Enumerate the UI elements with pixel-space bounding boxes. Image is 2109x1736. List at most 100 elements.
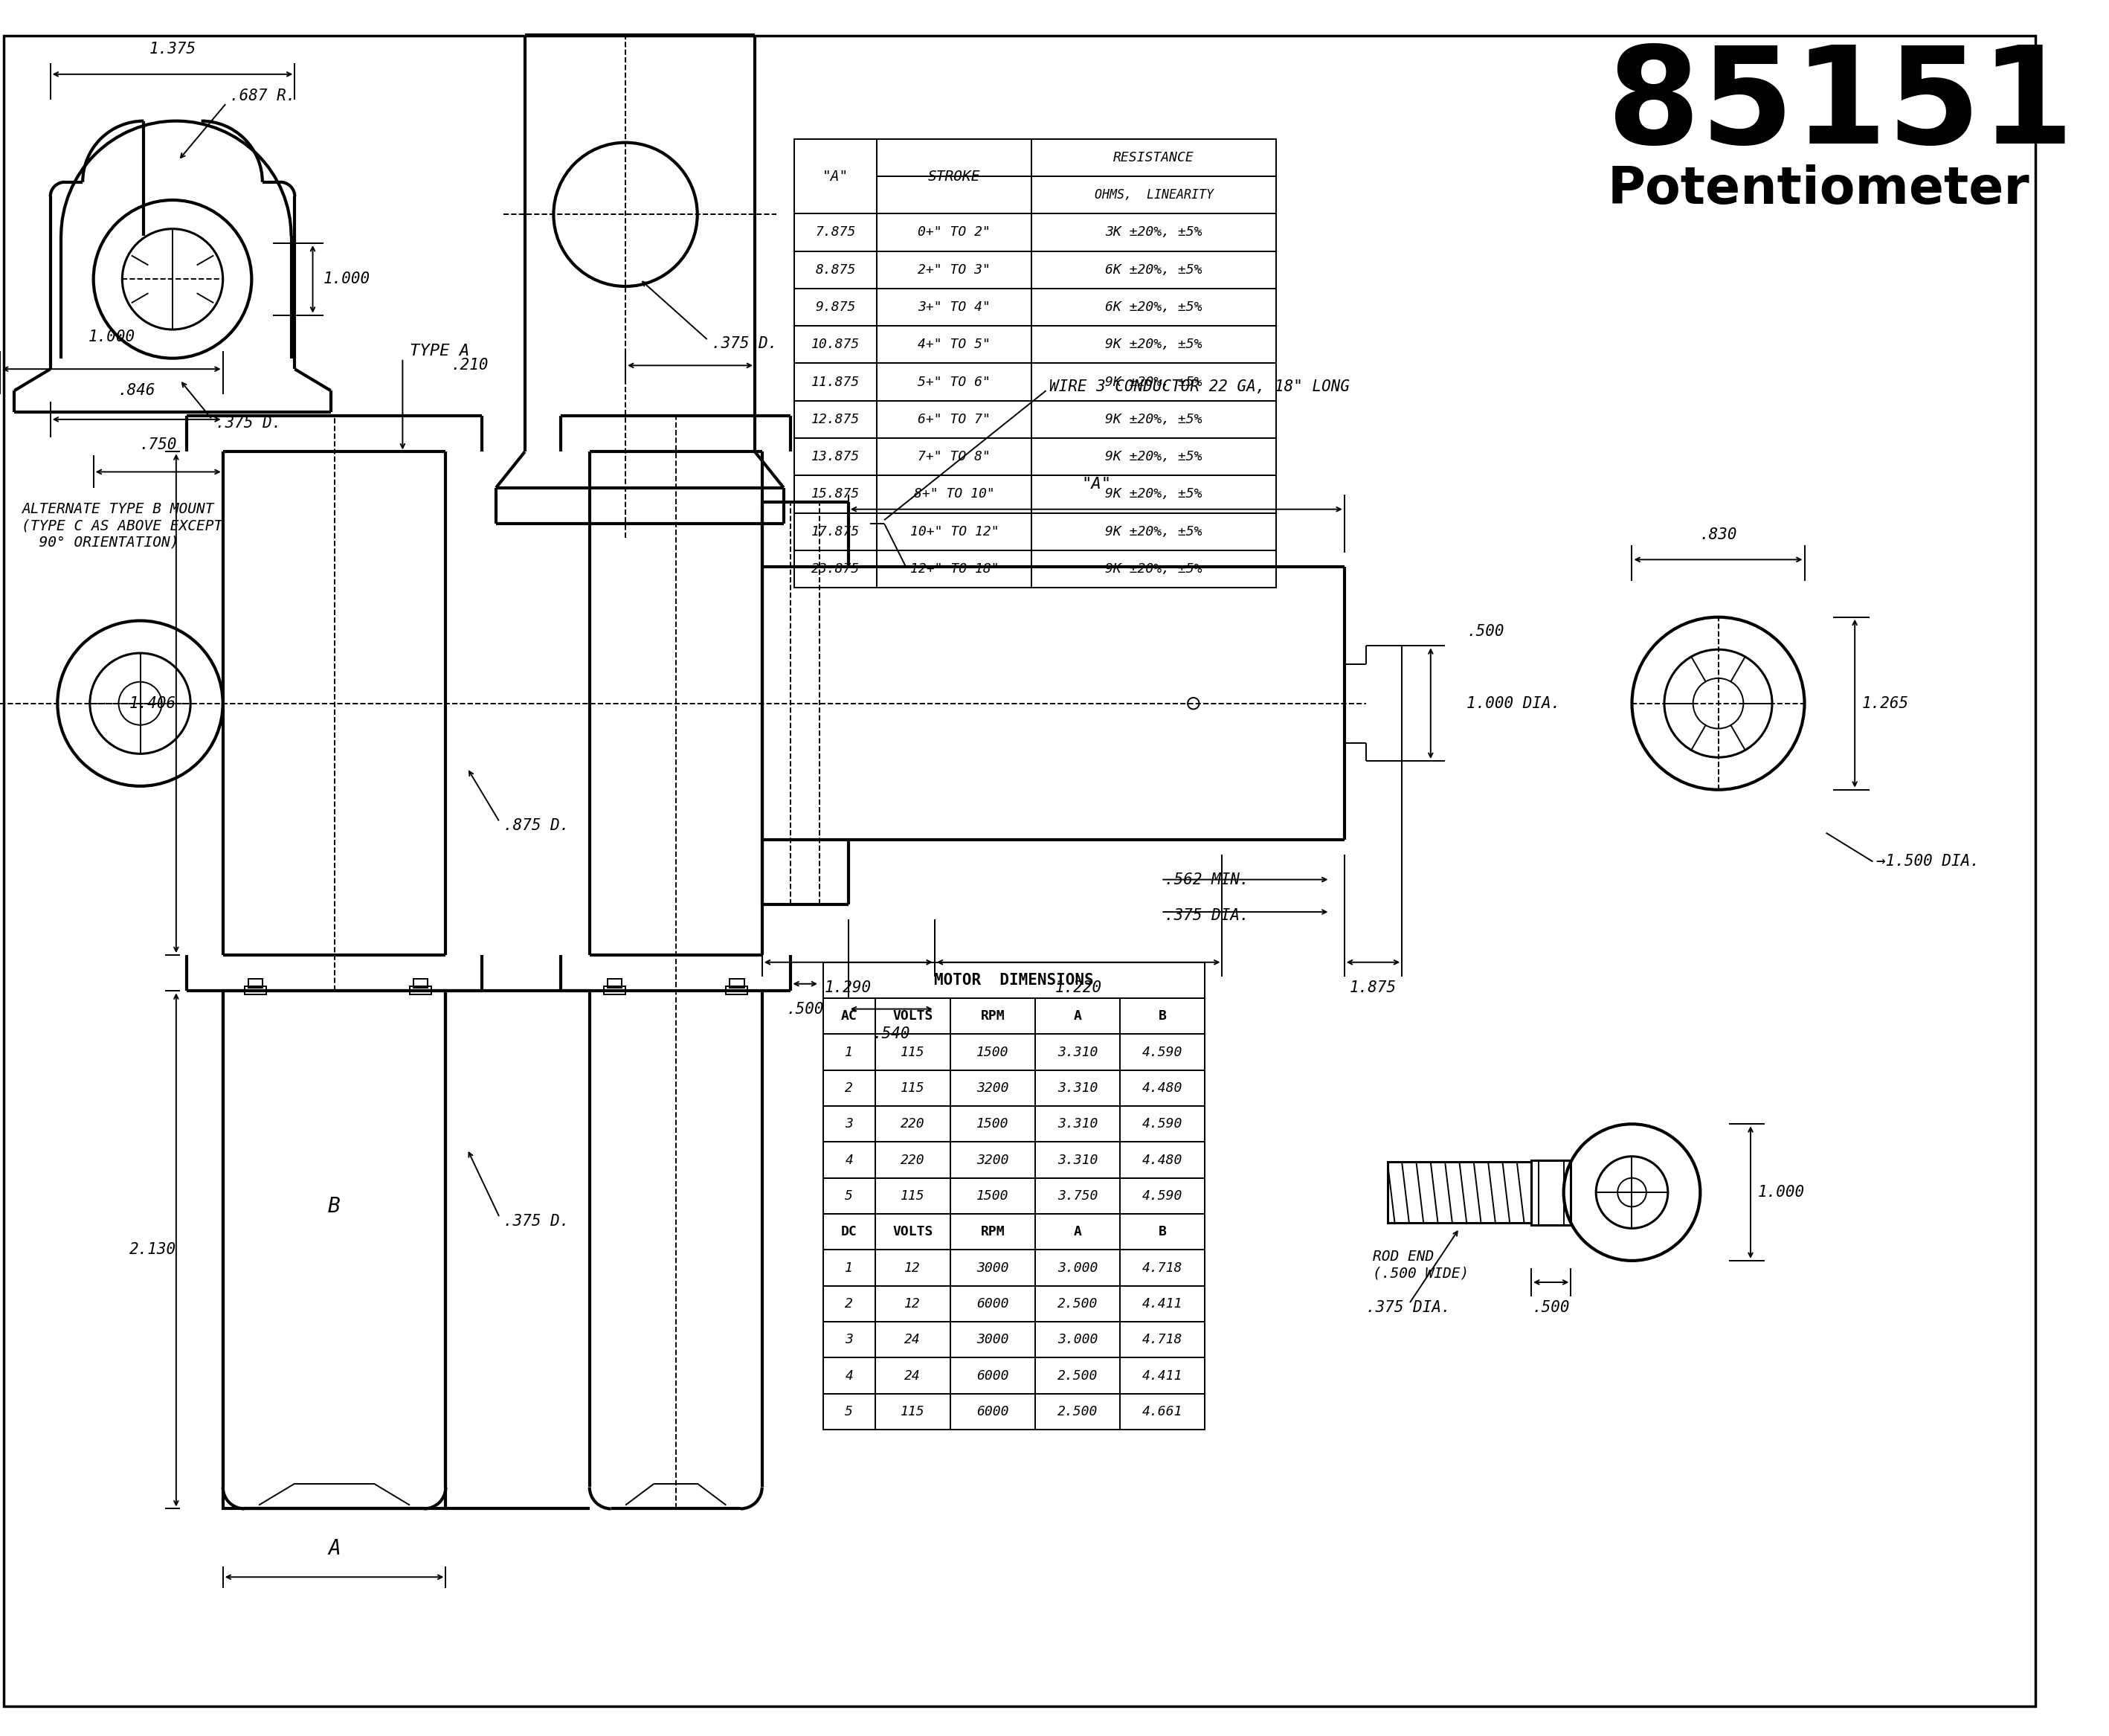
Text: 10+" TO 12": 10+" TO 12": [909, 524, 1000, 538]
Text: STROKE: STROKE: [928, 170, 981, 184]
Text: 4.590: 4.590: [1143, 1189, 1183, 1203]
Text: 4.590: 4.590: [1143, 1045, 1183, 1059]
Text: 5: 5: [846, 1404, 852, 1418]
Text: 24: 24: [905, 1333, 922, 1347]
Text: 4.661: 4.661: [1143, 1404, 1183, 1418]
Text: 3.310: 3.310: [1057, 1153, 1099, 1167]
Text: 9K ±20%, ±5%: 9K ±20%, ±5%: [1105, 524, 1202, 538]
Text: Potentiometer: Potentiometer: [1607, 165, 2031, 214]
Bar: [823, 1358, 1204, 1394]
Text: 23.875: 23.875: [812, 562, 860, 576]
Text: 13.875: 13.875: [812, 450, 860, 464]
Bar: [795, 288, 1276, 326]
Bar: [795, 550, 1276, 589]
Bar: [413, 979, 428, 988]
Bar: [823, 1142, 1204, 1179]
Text: .830: .830: [1700, 528, 1738, 542]
Text: RPM: RPM: [981, 1226, 1006, 1238]
Text: 4+" TO 5": 4+" TO 5": [917, 339, 991, 351]
Text: "A": "A": [823, 170, 848, 184]
Bar: [795, 476, 1276, 512]
Text: B: B: [1158, 1226, 1166, 1238]
Text: 17.875: 17.875: [812, 524, 860, 538]
Text: 3: 3: [846, 1118, 852, 1130]
Text: 4: 4: [846, 1370, 852, 1382]
Text: 3.310: 3.310: [1057, 1045, 1099, 1059]
Bar: [249, 979, 262, 988]
Bar: [795, 363, 1276, 401]
Text: 0+" TO 2": 0+" TO 2": [917, 226, 991, 240]
Text: .210: .210: [451, 358, 489, 373]
Text: 9K ±20%, ±5%: 9K ±20%, ±5%: [1105, 413, 1202, 425]
Text: 3.000: 3.000: [1057, 1333, 1099, 1347]
Text: 1.000: 1.000: [323, 273, 371, 286]
Bar: [1388, 1161, 1531, 1222]
Text: 9K ±20%, ±5%: 9K ±20%, ±5%: [1105, 488, 1202, 502]
Text: 1.265: 1.265: [1862, 696, 1909, 710]
Text: .375 D.: .375 D.: [711, 337, 778, 351]
Text: 3K ±20%, ±5%: 3K ±20%, ±5%: [1105, 226, 1202, 240]
Bar: [823, 1213, 1204, 1250]
Text: 2.500: 2.500: [1057, 1404, 1099, 1418]
Text: RESISTANCE: RESISTANCE: [1114, 151, 1194, 165]
Text: 2: 2: [846, 1082, 852, 1095]
Bar: [795, 437, 1276, 476]
Bar: [795, 326, 1276, 363]
Text: 8.875: 8.875: [816, 264, 856, 276]
Text: 5: 5: [846, 1189, 852, 1203]
Text: VOLTS: VOLTS: [892, 1226, 932, 1238]
Text: 1.290: 1.290: [825, 981, 871, 995]
Text: 4.480: 4.480: [1143, 1153, 1183, 1167]
Bar: [823, 1179, 1204, 1213]
Text: 1.000: 1.000: [1757, 1186, 1805, 1200]
Bar: [823, 1069, 1204, 1106]
Text: 220: 220: [901, 1118, 926, 1130]
Text: MOTOR  DIMENSIONS: MOTOR DIMENSIONS: [934, 972, 1095, 988]
Bar: [823, 962, 1204, 998]
Bar: [823, 1321, 1204, 1358]
Text: 1.406: 1.406: [129, 696, 177, 710]
Bar: [245, 986, 266, 995]
Text: 2.500: 2.500: [1057, 1370, 1099, 1382]
Text: 3200: 3200: [976, 1082, 1008, 1095]
Text: OHMS,  LINEARITY: OHMS, LINEARITY: [1095, 187, 1213, 201]
Text: .375 D.: .375 D.: [504, 1213, 569, 1229]
Text: .500: .500: [1466, 623, 1504, 639]
Text: 115: 115: [901, 1045, 926, 1059]
Text: .375 D.: .375 D.: [215, 415, 280, 431]
Bar: [823, 1106, 1204, 1142]
Text: 1.000: 1.000: [89, 330, 135, 344]
Text: 6000: 6000: [976, 1404, 1008, 1418]
Bar: [823, 998, 1204, 1035]
Text: 4.411: 4.411: [1143, 1370, 1183, 1382]
Text: A: A: [1073, 1226, 1082, 1238]
Bar: [823, 1394, 1204, 1430]
Text: 85151: 85151: [1607, 42, 2073, 172]
Text: 115: 115: [901, 1189, 926, 1203]
Text: →1.500 DIA.: →1.500 DIA.: [1877, 854, 1980, 870]
Text: 8+" TO 10": 8+" TO 10": [913, 488, 995, 502]
Text: 6+" TO 7": 6+" TO 7": [917, 413, 991, 425]
Text: 3000: 3000: [976, 1333, 1008, 1347]
Text: 1: 1: [846, 1260, 852, 1274]
Text: WIRE 3 CONDUCTOR 22 GA, 18" LONG: WIRE 3 CONDUCTOR 22 GA, 18" LONG: [1050, 380, 1350, 394]
Text: RPM: RPM: [981, 1010, 1006, 1023]
Bar: [409, 986, 432, 995]
Bar: [823, 1250, 1204, 1286]
Text: 4.480: 4.480: [1143, 1082, 1183, 1095]
Text: 2.500: 2.500: [1057, 1297, 1099, 1311]
Text: 3200: 3200: [976, 1153, 1008, 1167]
Text: 1500: 1500: [976, 1045, 1008, 1059]
Text: 115: 115: [901, 1082, 926, 1095]
Text: VOLTS: VOLTS: [892, 1010, 932, 1023]
Text: 10.875: 10.875: [812, 339, 860, 351]
Text: 6K ±20%, ±5%: 6K ±20%, ±5%: [1105, 300, 1202, 314]
Text: 1.875: 1.875: [1350, 981, 1396, 995]
Text: 1500: 1500: [976, 1189, 1008, 1203]
Text: 3+" TO 4": 3+" TO 4": [917, 300, 991, 314]
Text: 4: 4: [846, 1153, 852, 1167]
Text: TYPE A: TYPE A: [409, 344, 470, 359]
Text: .846: .846: [118, 384, 156, 398]
Text: 3.310: 3.310: [1057, 1118, 1099, 1130]
Bar: [603, 986, 626, 995]
